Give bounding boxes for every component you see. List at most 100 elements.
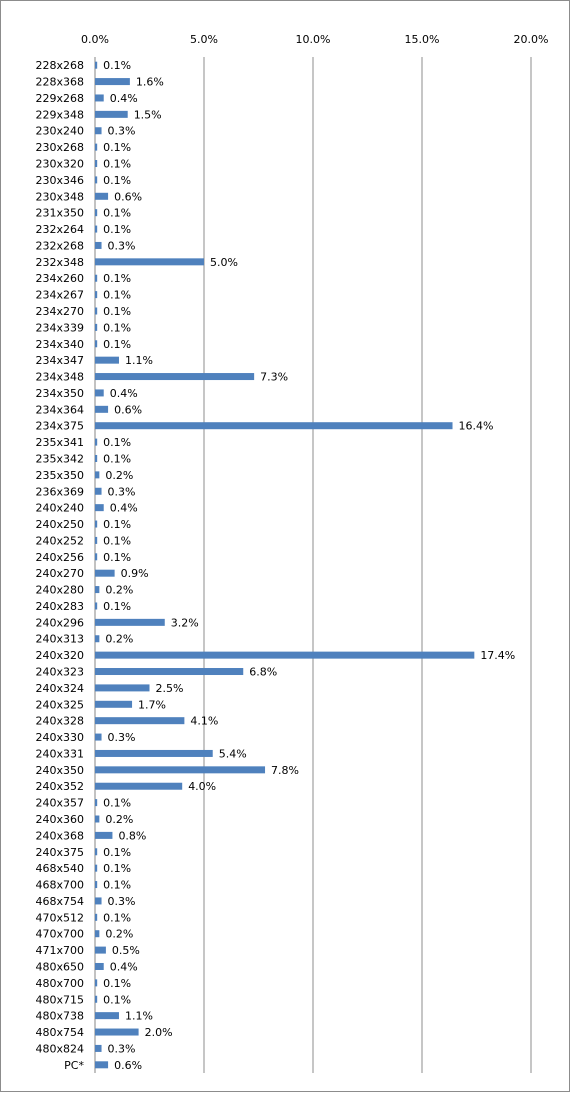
bar [95, 438, 98, 446]
category-label: 240x324 [35, 682, 84, 695]
category-label: 228x368 [35, 76, 84, 89]
bar [95, 209, 98, 217]
data-label: 1.6% [136, 76, 164, 89]
category-label: 240x256 [35, 551, 84, 564]
data-label: 7.8% [271, 764, 299, 777]
data-label: 0.4% [110, 960, 138, 973]
category-label: 240x270 [35, 567, 84, 580]
category-label: 240x331 [35, 747, 84, 760]
category-label: 228x268 [35, 59, 84, 72]
category-label: 240x283 [35, 600, 84, 613]
bar [95, 192, 109, 200]
bar [95, 520, 98, 528]
category-label: 240x313 [35, 633, 84, 646]
data-label: 0.1% [103, 436, 131, 449]
data-label: 0.1% [103, 846, 131, 859]
category-label: 234x350 [35, 387, 84, 400]
bar [95, 160, 98, 168]
category-label: 234x260 [35, 272, 84, 285]
data-label: 4.1% [190, 715, 218, 728]
category-label: 235x350 [35, 469, 84, 482]
data-label: 1.1% [125, 1010, 153, 1023]
bar [95, 504, 104, 512]
category-label: 480x824 [35, 1042, 84, 1055]
data-label: 0.2% [105, 928, 133, 941]
category-label: 480x738 [35, 1010, 84, 1023]
bars [95, 61, 475, 1069]
bar [95, 94, 104, 102]
bar [95, 799, 98, 807]
bar [95, 651, 475, 659]
bar [95, 487, 102, 495]
category-label: 468x700 [35, 879, 84, 892]
category-label: 234x347 [35, 354, 84, 367]
category-label: 240x360 [35, 813, 84, 826]
data-label: 7.3% [260, 371, 288, 384]
category-label: 468x754 [35, 895, 84, 908]
category-label: 240x320 [35, 649, 84, 662]
bar [95, 405, 109, 413]
data-label: 3.2% [171, 616, 199, 629]
data-label: 0.1% [103, 59, 131, 72]
category-label: 235x342 [35, 452, 84, 465]
bar [95, 635, 100, 643]
category-label: 234x375 [35, 420, 84, 433]
data-label: 17.4% [480, 649, 515, 662]
category-label: PC* [64, 1059, 84, 1072]
bar [95, 340, 98, 348]
category-label: 230x240 [35, 125, 84, 138]
data-label: 0.1% [103, 911, 131, 924]
category-label: 240x250 [35, 518, 84, 531]
category-label: 235x341 [35, 436, 84, 449]
category-label: 236x369 [35, 485, 84, 498]
category-label: 480x754 [35, 1026, 84, 1039]
bar [95, 586, 100, 594]
category-label: 230x348 [35, 190, 84, 203]
data-label: 2.5% [156, 682, 184, 695]
category-label: 234x348 [35, 371, 84, 384]
category-label: 240x240 [35, 502, 84, 515]
category-label: 230x320 [35, 158, 84, 171]
data-labels: 0.1% 1.6% 0.4% 1.5% 0.3% 0.1% 0.1% 0.1% 0.6% 0.1%… [103, 59, 515, 1072]
data-label: 0.1% [103, 174, 131, 187]
category-label: 240x352 [35, 780, 84, 793]
data-label: 0.1% [103, 223, 131, 236]
data-label: 0.1% [103, 862, 131, 875]
category-label: 232x264 [35, 223, 84, 236]
category-label: 230x346 [35, 174, 84, 187]
category-label: 240x357 [35, 797, 84, 810]
category-label: 240x325 [35, 698, 84, 711]
category-label: 240x375 [35, 846, 84, 859]
bar [95, 815, 100, 823]
bar [95, 684, 150, 692]
data-label: 0.9% [121, 567, 149, 580]
bar [95, 946, 106, 954]
category-label: 240x323 [35, 666, 84, 679]
bar [95, 307, 98, 315]
data-label: 0.3% [108, 731, 136, 744]
category-label: 229x348 [35, 108, 84, 121]
category-label: 229x268 [35, 92, 84, 105]
data-label: 0.4% [110, 387, 138, 400]
data-label: 0.1% [103, 993, 131, 1006]
category-label: 234x267 [35, 289, 84, 302]
bar [95, 749, 213, 757]
data-label: 0.1% [103, 338, 131, 351]
data-label: 0.1% [103, 272, 131, 285]
bar [95, 291, 98, 299]
data-label: 0.4% [110, 502, 138, 515]
bar [95, 323, 98, 331]
data-label: 0.2% [105, 633, 133, 646]
data-label: 0.1% [103, 305, 131, 318]
data-label: 0.1% [103, 321, 131, 334]
bar [95, 733, 102, 741]
bar [95, 848, 98, 856]
data-label: 0.1% [103, 158, 131, 171]
bar [95, 1028, 139, 1036]
data-label: 0.3% [108, 239, 136, 252]
bar [95, 782, 183, 790]
bar [95, 1012, 119, 1020]
category-label: 240x328 [35, 715, 84, 728]
